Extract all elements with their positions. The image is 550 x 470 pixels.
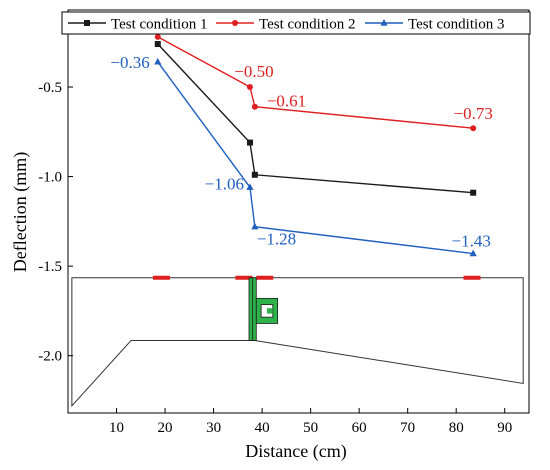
x-tick-label: 10 [109,420,124,436]
data-point [470,125,477,132]
y-tick-label: -2.0 [38,349,62,365]
series-line [157,36,474,129]
data-label: −0.50 [234,62,273,81]
x-tick-label: 70 [400,420,415,436]
schematic-layer [71,275,524,408]
series-1 [154,41,477,196]
legend-marker [232,20,238,26]
joint-key-notch [266,308,273,314]
x-tick-label: 50 [303,420,318,436]
x-tick-label: 20 [158,420,173,436]
x-axis-title: Distance (cm) [245,441,346,462]
data-point [251,171,258,178]
legend-frame [61,11,531,35]
series-line [157,61,474,255]
data-point [246,84,253,91]
data-point [246,139,253,146]
legend: Test condition 1 Test condition 2 Test con… [61,11,531,35]
legend-label: Test condition 3 [408,17,504,33]
data-label: −0.61 [267,92,306,111]
data-point [154,41,161,48]
x-tick-label: 90 [497,420,512,436]
data-point [154,57,162,65]
series-layer: −0.22−0.50−0.61−0.73−0.36−1.06−1.28−1.43 [110,14,493,257]
y-tick-label: -0.5 [38,80,62,96]
legend-label: Test condition 1 [111,17,207,33]
x-axis: 10 20 30 40 50 60 70 80 90 [109,408,512,436]
legend-label: Test condition 2 [259,17,355,33]
y-tick-label: -1.0 [38,170,62,186]
x-tick-label: 30 [206,420,221,436]
slab-outline [71,277,524,408]
data-label: −1.06 [205,174,244,193]
data-label: −0.36 [110,53,149,72]
plot-frame [67,9,530,414]
legend-marker [380,19,388,26]
x-tick-label: 60 [352,420,367,436]
data-point [251,222,259,230]
data-point [470,189,477,196]
legend-marker [84,20,90,26]
data-label: −0.73 [454,104,493,123]
series-line [157,43,474,194]
data-label: −1.28 [257,230,296,249]
y-axis: -0.5 -1.0 -1.5 -2.0 [38,80,73,365]
data-point [251,103,258,110]
series-3: −0.36 −1.06 −1.28 −1.43 [110,53,491,257]
y-axis-title: Deflection (mm) [10,152,31,272]
data-point [469,249,477,257]
y-tick-label: -1.5 [38,259,62,275]
data-label: −1.43 [452,232,491,251]
data-point [154,33,161,40]
data-point [246,183,254,190]
x-tick-label: 40 [255,420,270,436]
x-tick-label: 80 [449,420,464,436]
